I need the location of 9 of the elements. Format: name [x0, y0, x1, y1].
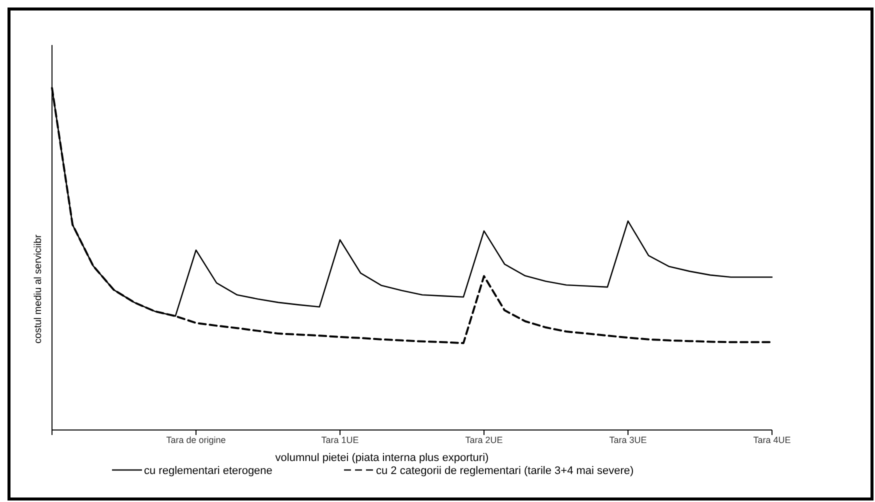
- x-axis-title: volumnul pietei (piata interna plus exporturi): [275, 452, 489, 464]
- legend-label: cu reglementari eterogene: [144, 465, 272, 477]
- x-tick-label: Tara 1UE: [321, 435, 359, 445]
- y-axis-title: costul mediu al serviciibr: [33, 234, 44, 344]
- x-tick-label: Tara 2UE: [465, 435, 503, 445]
- legend-label: cu 2 categorii de reglementari (tarile 3+4 mai severe): [376, 465, 634, 477]
- x-tick-label: Tara 3UE: [609, 435, 647, 445]
- x-tick-label: Tara de origine: [166, 435, 226, 445]
- x-tick-label: Tara 4UE: [753, 435, 791, 445]
